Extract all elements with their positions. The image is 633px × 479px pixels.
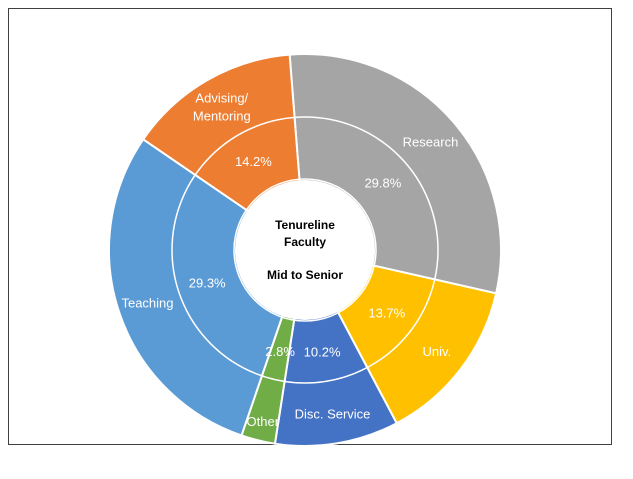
value-label-3: 2.8% [265,344,295,359]
slice-4 [108,137,307,437]
ring-divider-inner [233,178,377,322]
value-label-4: 29.3% [189,275,226,290]
ring-divider-outer [171,116,439,384]
value-label-1: 13.7% [368,306,405,321]
center-label-line2: Faculty [284,235,326,249]
category-label-3: Other [247,414,280,429]
category-label-2: Disc. Service [295,407,371,422]
category-label-1: Univ. [422,344,451,359]
category-label-4: Teaching [121,295,173,310]
category-label-5: Advising/Mentoring [193,90,251,123]
donut-hole [235,180,375,320]
value-label-0: 29.8% [364,176,401,191]
center-label-line3: Mid to Senior [267,268,343,282]
value-label-2: 10.2% [304,345,341,360]
center-label-line1: Tenureline [275,218,335,232]
slice-labels: 29.8% Research 13.7% Univ. 10.2% Disc. Servic… [121,90,458,429]
category-label-0: Research [403,134,459,149]
value-label-5: 14.2% [235,154,272,169]
